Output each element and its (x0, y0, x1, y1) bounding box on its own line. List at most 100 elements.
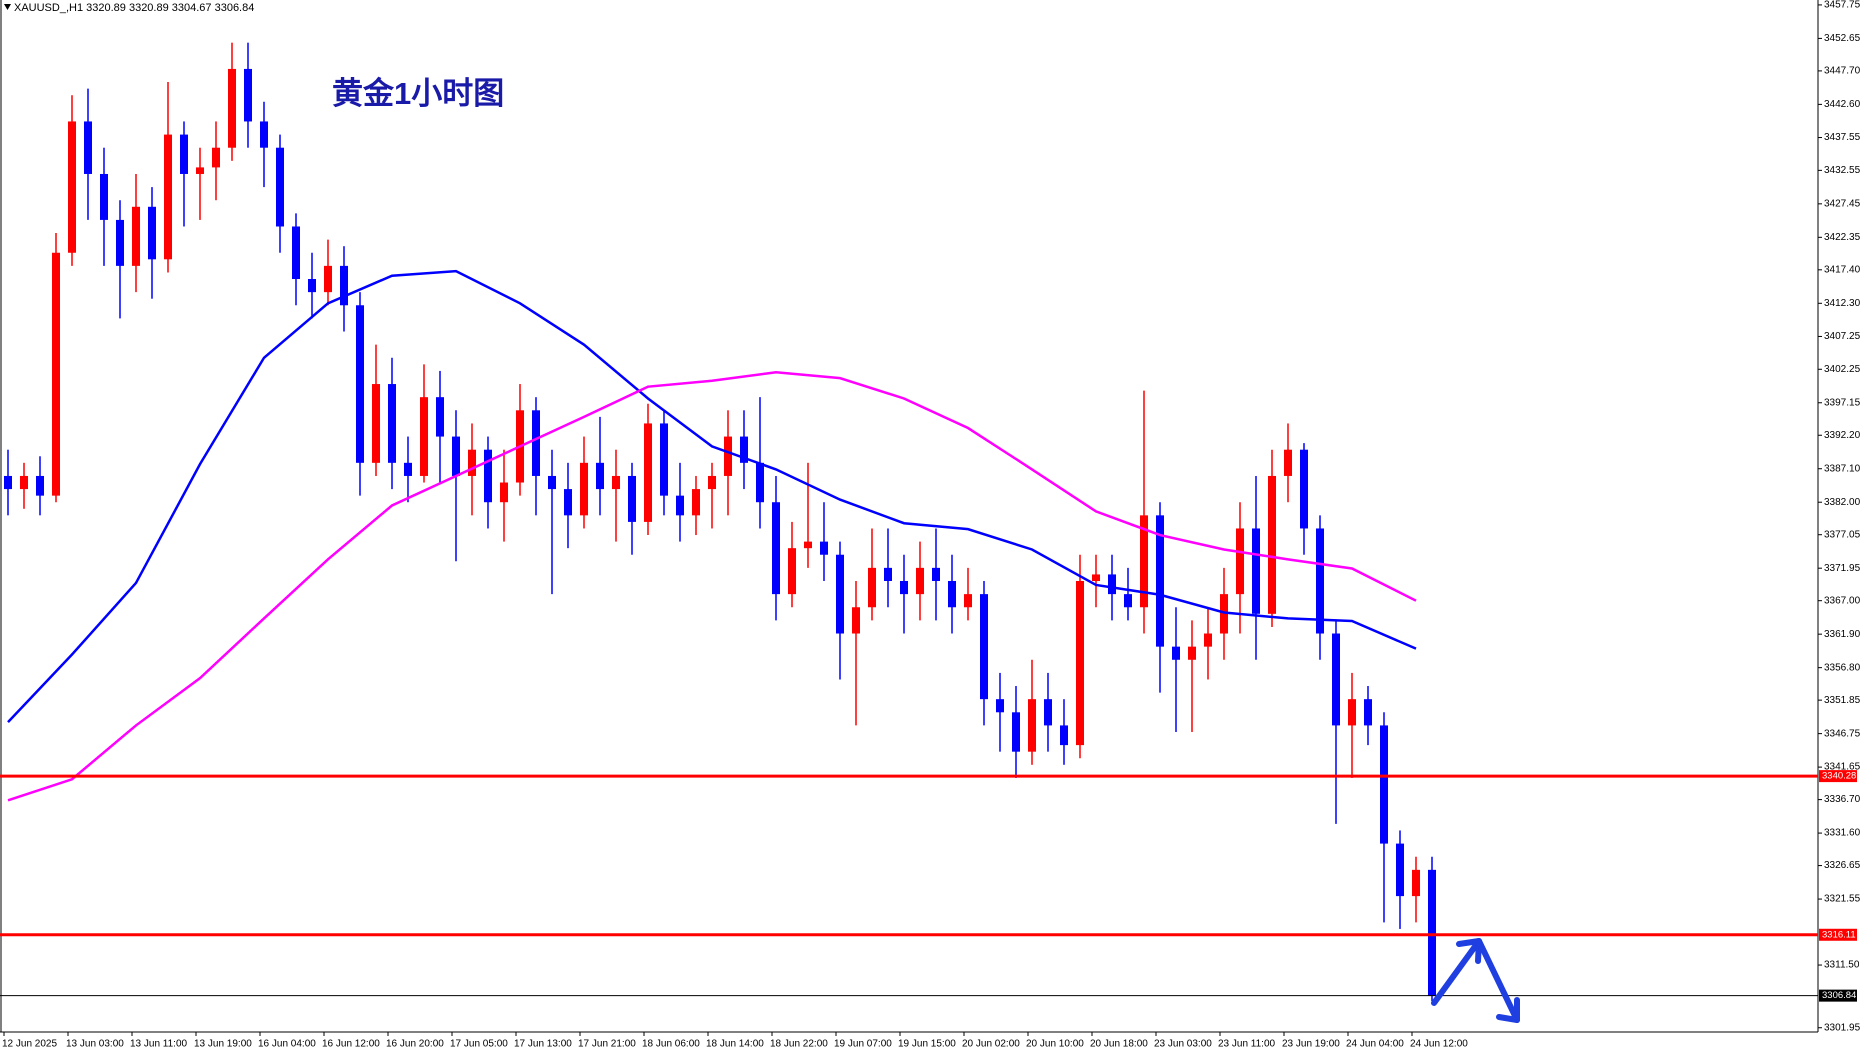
candle-body (484, 449, 492, 503)
candle-body (1060, 725, 1068, 746)
y-tick-label: 3417.40 (1824, 264, 1861, 275)
y-tick-label: 3427.45 (1824, 198, 1861, 209)
candle-body (292, 226, 300, 280)
y-tick-label: 3457.75 (1824, 0, 1861, 11)
forecast-arrow (1431, 938, 1520, 1023)
candle-body (308, 279, 316, 293)
x-tick-label: 19 Jun 07:00 (834, 1039, 892, 1050)
candle-body (1300, 449, 1308, 529)
candle-body (388, 384, 396, 463)
candle-body (1220, 594, 1228, 634)
candle-body (708, 475, 716, 490)
y-tick-label: 3432.55 (1824, 165, 1861, 176)
candle-body (1092, 574, 1100, 581)
candle-body (788, 548, 796, 595)
candle-body (964, 594, 972, 608)
y-tick-label: 3452.65 (1824, 33, 1861, 44)
y-tick-label: 3397.15 (1824, 397, 1861, 408)
candle-body (1428, 869, 1436, 996)
y-tick-label: 3392.20 (1824, 430, 1861, 441)
candle-body (1044, 699, 1052, 726)
y-tick-label: 3387.10 (1824, 463, 1861, 474)
candle-body (836, 554, 844, 634)
candle-body (724, 436, 732, 476)
x-tick-label: 17 Jun 05:00 (450, 1039, 508, 1050)
x-tick-label: 18 Jun 22:00 (770, 1039, 828, 1050)
candle-body (1236, 528, 1244, 595)
x-tick-label: 13 Jun 11:00 (130, 1039, 188, 1050)
candle-body (1172, 646, 1180, 660)
candle-body (1364, 699, 1372, 726)
x-tick-label: 23 Jun 19:00 (1282, 1039, 1340, 1050)
candle-body (68, 121, 76, 253)
candle-body (404, 462, 412, 476)
x-tick-label: 18 Jun 06:00 (642, 1039, 700, 1050)
x-tick-label: 12 Jun 2025 (2, 1039, 57, 1050)
candle-body (164, 134, 172, 260)
x-tick-label: 24 Jun 04:00 (1346, 1039, 1404, 1050)
arrow-head (1456, 938, 1482, 964)
x-tick-label: 24 Jun 12:00 (1410, 1039, 1468, 1050)
candle-body (228, 68, 236, 148)
candle-body (804, 541, 812, 549)
candle-body (580, 462, 588, 516)
candle-body (1348, 699, 1356, 726)
y-tick-label: 3447.70 (1824, 66, 1861, 77)
x-tick-label: 20 Jun 10:00 (1026, 1039, 1084, 1050)
candle-body (36, 475, 44, 496)
x-tick-label: 16 Jun 04:00 (258, 1039, 316, 1050)
candle-body (820, 541, 828, 555)
candle-body (596, 462, 604, 490)
candle-body (948, 580, 956, 608)
x-tick-label: 23 Jun 11:00 (1218, 1039, 1276, 1050)
candle-body (1252, 528, 1260, 614)
candle-body (20, 475, 28, 490)
candle-body (1412, 869, 1420, 897)
x-tick-label: 23 Jun 03:00 (1154, 1039, 1212, 1050)
candle-body (276, 147, 284, 227)
price-tag (1819, 770, 1857, 783)
y-tick-label: 3382.00 (1824, 497, 1861, 508)
price-tag-label: 3316.11 (1822, 929, 1856, 940)
candle-body (932, 567, 940, 581)
candle-body (1140, 515, 1148, 608)
x-tick-label: 16 Jun 20:00 (386, 1039, 444, 1050)
candle-body (916, 567, 924, 595)
price-tag (1819, 928, 1857, 941)
y-tick-label: 3301.95 (1824, 1022, 1861, 1033)
candle-body (884, 567, 892, 581)
candle-body (116, 219, 124, 266)
y-tick-label: 3346.75 (1824, 728, 1861, 739)
candle-body (900, 580, 908, 595)
candle-body (532, 410, 540, 476)
y-tick-label: 3361.90 (1824, 629, 1861, 640)
candle-body (244, 68, 252, 122)
y-tick-label: 3341.65 (1824, 762, 1861, 773)
y-tick-label: 3442.60 (1824, 99, 1861, 110)
y-tick-label: 3407.25 (1824, 331, 1861, 342)
candle-body (420, 397, 428, 476)
moving-average (7, 370, 1417, 802)
candle-body (740, 436, 748, 463)
x-tick-label: 16 Jun 12:00 (322, 1039, 380, 1050)
candle-body (692, 489, 700, 516)
candle-body (1156, 515, 1164, 647)
candle-body (340, 265, 348, 306)
y-tick-label: 3422.35 (1824, 232, 1861, 243)
price-tag-label: 3306.84 (1822, 990, 1856, 1001)
candle-body (612, 475, 620, 490)
y-tick-label: 3321.55 (1824, 894, 1861, 905)
candle-body (1204, 633, 1212, 647)
y-tick-label: 3412.30 (1824, 298, 1861, 309)
candle-body (548, 475, 556, 490)
candle-body (1124, 594, 1132, 608)
candle-body (436, 397, 444, 437)
candle-body (1316, 528, 1324, 634)
x-tick-label: 19 Jun 15:00 (898, 1039, 956, 1050)
candle-body (500, 482, 508, 503)
y-tick-label: 3311.50 (1824, 960, 1860, 971)
candle-body (756, 462, 764, 503)
candle-body (660, 423, 668, 496)
